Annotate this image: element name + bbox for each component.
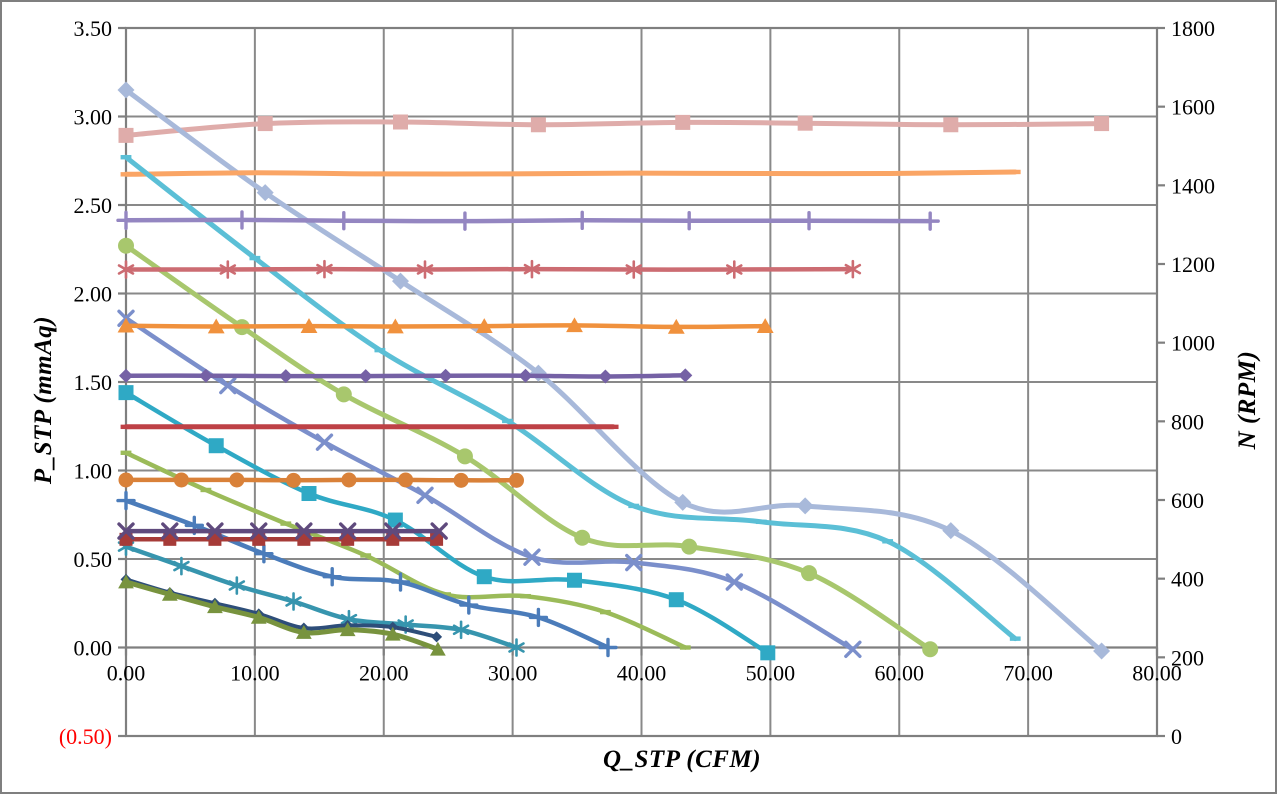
series-p-stp-1430-rpm: [120, 154, 1021, 642]
svg-text:2.00: 2.00: [74, 282, 113, 307]
svg-text:(0.50): (0.50): [59, 724, 112, 749]
svg-text:60.00: 60.00: [875, 661, 925, 686]
series-n-915-rpm: [119, 368, 693, 384]
series-n-1430-rpm: [120, 169, 1021, 177]
series-n-1040-rpm: [117, 317, 774, 334]
series-p-stp-1040-rpm: [118, 385, 776, 661]
svg-text:1000: 1000: [1171, 331, 1215, 356]
svg-text:1200: 1200: [1171, 252, 1215, 277]
svg-text:0.00: 0.00: [107, 661, 146, 686]
series-n-1555-rpm: [118, 114, 1110, 143]
svg-text:800: 800: [1171, 409, 1204, 434]
series-n-785-rpm: [120, 424, 619, 430]
series-p-stp-915-rpm: [120, 450, 691, 650]
left-y-axis-title: P_STP (mmAq): [30, 315, 57, 485]
svg-text:0: 0: [1171, 724, 1182, 749]
svg-text:1800: 1800: [1171, 16, 1215, 41]
svg-text:400: 400: [1171, 567, 1204, 592]
x-axis-tick-labels: 0.00 10.00 20.00 30.00 40.00 50.00 60.00 70.00 8…: [107, 661, 1182, 686]
left-axis-tick-labels: 3.50 3.00 2.50 2.00 1.50 1.00 0.50 0.00 (0.50): [59, 16, 112, 749]
series-n-1310-rpm: [116, 210, 940, 231]
svg-text:1.50: 1.50: [74, 370, 113, 395]
svg-text:0.00: 0.00: [74, 636, 113, 661]
series-n-650-rpm: [118, 472, 524, 488]
svg-text:80.00: 80.00: [1132, 661, 1182, 686]
svg-text:200: 200: [1171, 645, 1204, 670]
svg-text:10.00: 10.00: [230, 661, 280, 686]
svg-text:1.00: 1.00: [74, 459, 113, 484]
series-p-stp-1555-rpm: [117, 81, 1111, 660]
series-n-1185-rpm: [117, 259, 862, 279]
svg-text:1400: 1400: [1171, 173, 1215, 198]
svg-text:600: 600: [1171, 488, 1204, 513]
series-p-stp-1310-rpm: [118, 237, 939, 658]
right-axis-tick-labels: 1800 1600 1400 1200 1000 800 600 400 200 0: [1171, 16, 1215, 749]
svg-text:1600: 1600: [1171, 95, 1215, 120]
svg-text:0.50: 0.50: [74, 547, 113, 572]
series-p-stp-1185-rpm: [117, 309, 862, 658]
right-y-axis-title: N (RPM): [1234, 350, 1261, 450]
x-axis-title: Q_STP (CFM): [602, 746, 762, 773]
svg-text:20.00: 20.00: [359, 661, 409, 686]
svg-text:3.50: 3.50: [74, 16, 113, 41]
series-p-stp-520-rpm: [118, 574, 446, 656]
series-n-520-rpm: [117, 522, 448, 540]
svg-text:2.50: 2.50: [74, 193, 113, 218]
svg-text:50.00: 50.00: [746, 661, 796, 686]
series-p-stp-785-rpm: [116, 490, 618, 658]
svg-text:70.00: 70.00: [1003, 661, 1053, 686]
svg-text:40.00: 40.00: [617, 661, 667, 686]
svg-text:3.00: 3.00: [74, 105, 113, 130]
svg-text:30.00: 30.00: [488, 661, 538, 686]
